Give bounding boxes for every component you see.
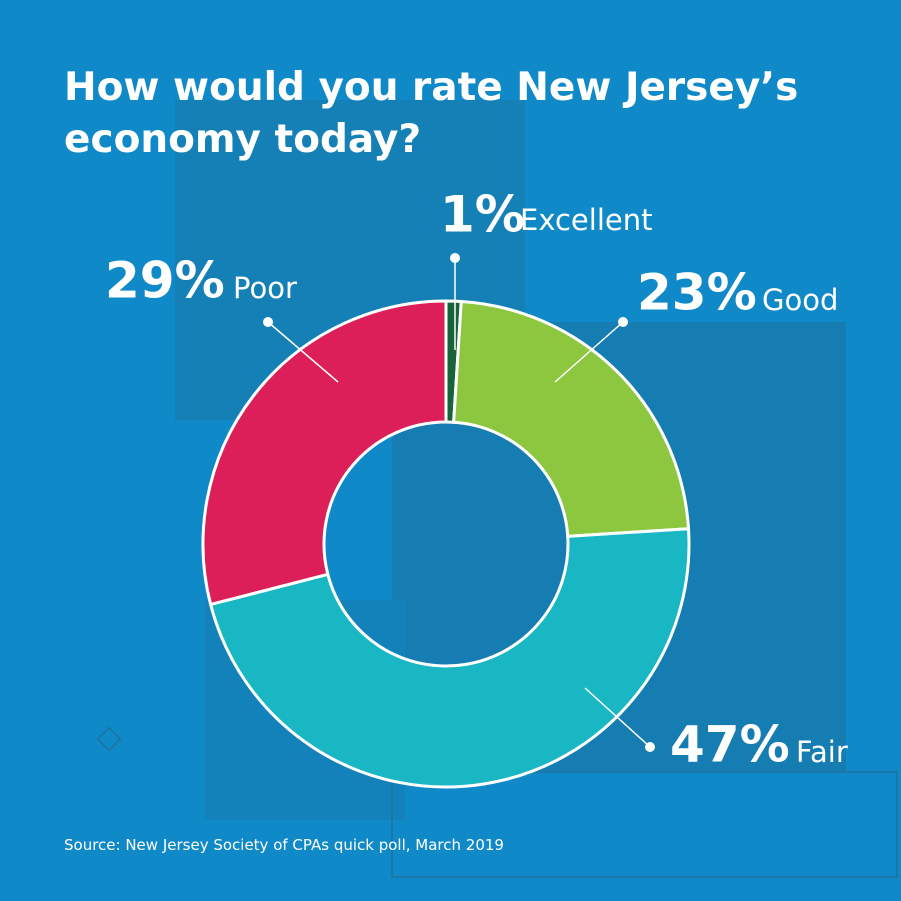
value-label: 29%: [105, 252, 225, 310]
decor: [391, 771, 898, 878]
donut-segment: [208, 527, 691, 789]
category-label: Poor: [233, 271, 297, 305]
donut-segment: [452, 299, 691, 538]
value-label: 47%: [670, 716, 790, 774]
value-label: 23%: [637, 264, 757, 322]
leader-dot: [645, 742, 655, 752]
decor: [96, 726, 122, 752]
chart-title: How would you rate New Jersey’s economy …: [64, 65, 799, 162]
donut-segment: [201, 299, 448, 607]
source-note: Source: New Jersey Society of CPAs quick…: [64, 836, 504, 854]
leader-dot: [618, 317, 628, 327]
category-label: Fair: [796, 735, 848, 769]
leader-line: [554, 321, 624, 383]
leader-dot: [263, 317, 273, 327]
leader-line: [267, 321, 339, 383]
category-label: Good: [762, 283, 838, 317]
category-label: Excellent: [520, 203, 652, 237]
value-label: 1%: [440, 186, 525, 244]
leader-dot: [450, 253, 460, 263]
donut: 1%Excellent 23% Good 47% Fair 29% Poor: [105, 186, 848, 789]
leader-line: [584, 687, 651, 748]
